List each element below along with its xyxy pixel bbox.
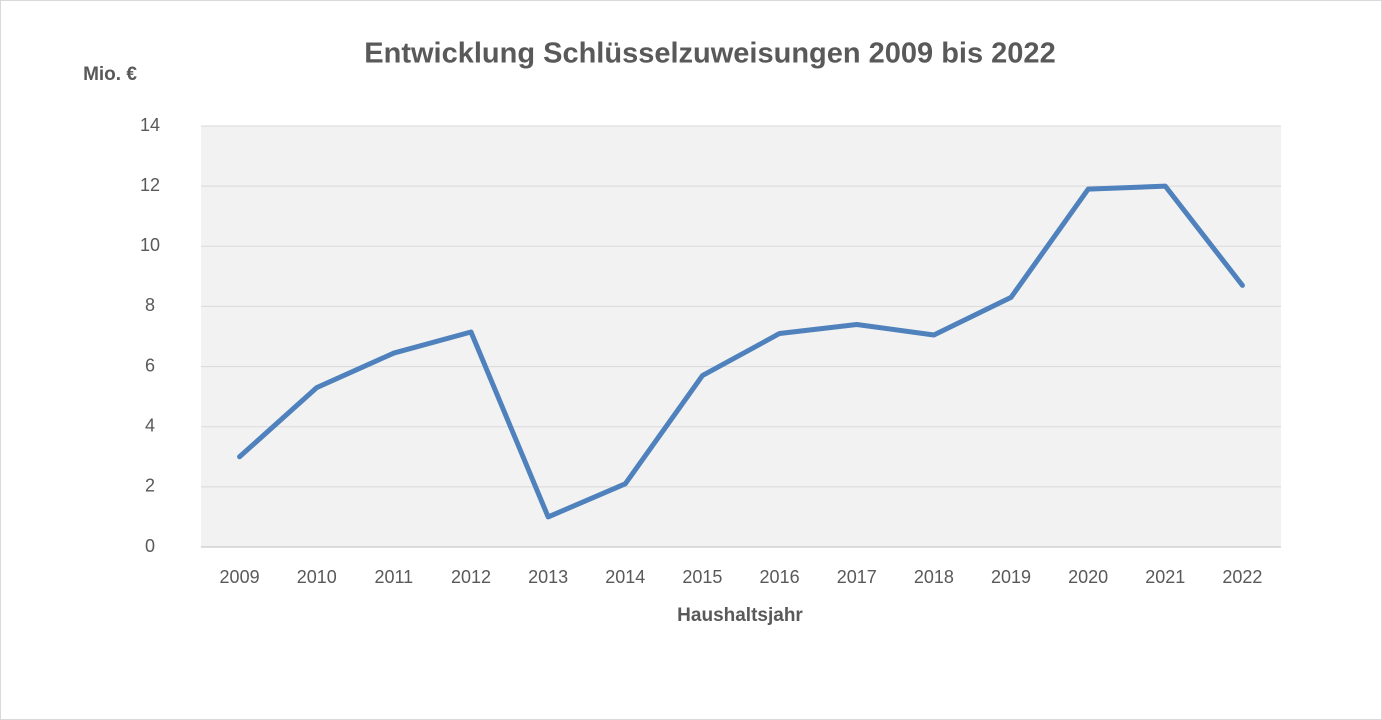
x-tick-label: 2019 [991, 567, 1031, 587]
x-tick-label: 2018 [914, 567, 954, 587]
x-tick-label: 2015 [682, 567, 722, 587]
y-axis-label: Mio. € [83, 64, 137, 85]
x-tick-label: 2020 [1068, 567, 1108, 587]
x-axis-label: Haushaltsjahr [677, 605, 803, 626]
x-tick-label: 2022 [1222, 567, 1262, 587]
x-tick-label: 2017 [837, 567, 877, 587]
x-tick-label: 2010 [297, 567, 337, 587]
y-tick-label: 2 [145, 476, 155, 496]
y-tick-label: 12 [140, 175, 160, 195]
x-tick-label: 2009 [220, 567, 260, 587]
y-tick-label: 14 [140, 115, 160, 135]
plot-area [201, 126, 1281, 547]
x-tick-label: 2021 [1145, 567, 1185, 587]
x-tick-label: 2016 [760, 567, 800, 587]
y-tick-label: 8 [145, 295, 155, 315]
x-tick-label: 2012 [451, 567, 491, 587]
y-tick-label: 4 [145, 415, 155, 435]
data-line [237, 183, 1245, 520]
chart-title: Entwicklung Schlüsselzuweisungen 2009 bi… [364, 38, 1055, 70]
y-tick-label: 0 [145, 536, 155, 556]
x-tick-label: 2011 [374, 567, 413, 587]
y-tick-label: 10 [140, 235, 160, 255]
y-tick-label: 6 [145, 355, 155, 375]
x-tick-label: 2014 [605, 567, 645, 587]
x-tick-label: 2013 [528, 567, 568, 587]
